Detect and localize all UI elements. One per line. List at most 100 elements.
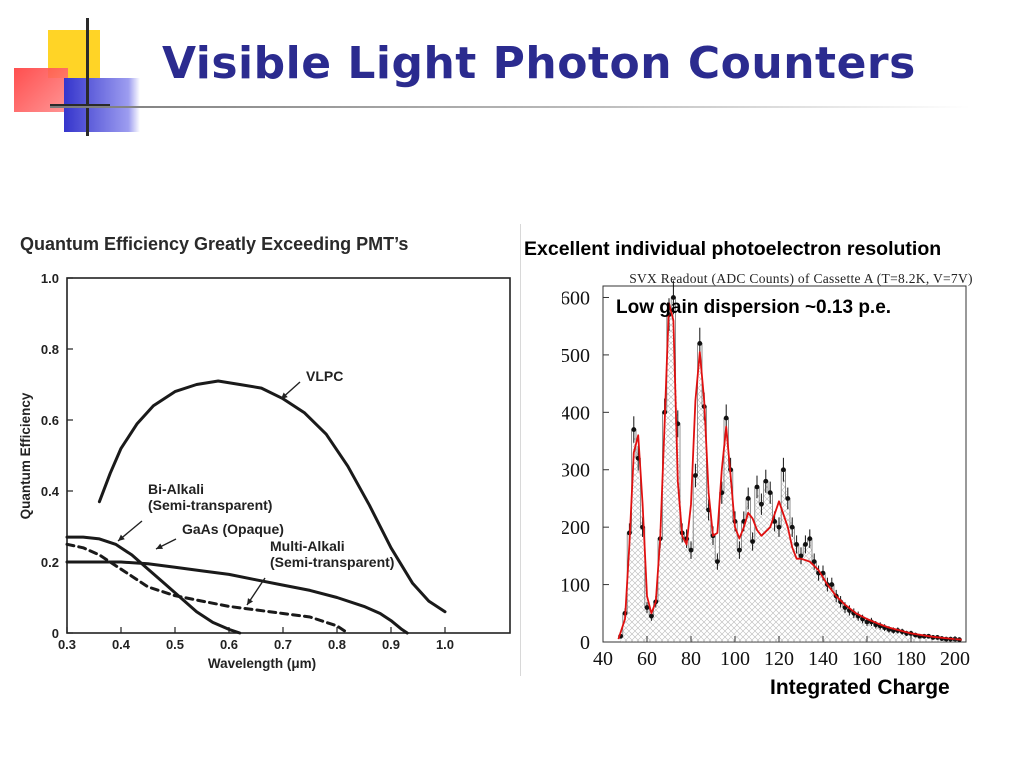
svx-x-tick-label: 200: [940, 648, 970, 670]
svx-data-point: [715, 553, 720, 570]
svx-point-marker: [794, 541, 799, 547]
svx-point-marker: [811, 559, 817, 565]
svx-point-marker: [649, 613, 654, 619]
qe-chart-heading: Quantum Efficiency Greatly Exceeding PMT…: [20, 234, 409, 254]
svx-data-point: [767, 481, 773, 504]
svx-point-marker: [693, 473, 698, 478]
svx-point-marker: [781, 467, 786, 473]
svx-data-point: [798, 547, 804, 565]
qe-label-arrowhead: [281, 392, 288, 399]
qe-series-label: Multi-Alkali: [270, 538, 345, 554]
svx-data-point: [737, 541, 742, 559]
qe-series-label: Bi-Alkali: [148, 481, 204, 497]
svx-data-point: [750, 532, 755, 551]
title-underline: [50, 106, 970, 108]
svx-data-point: [688, 541, 694, 559]
svx-point-marker: [763, 478, 769, 484]
svx-y-tick-label: 100: [560, 575, 590, 597]
svx-point-marker: [789, 524, 795, 530]
qe-x-tick-label: 0.3: [58, 637, 76, 652]
qe-x-tick-label: 0.5: [166, 637, 184, 652]
svx-data-point: [807, 529, 813, 548]
svx-x-tick-label: 160: [852, 648, 882, 670]
qe-plot-frame: [66, 277, 511, 634]
svx-point-marker: [737, 547, 742, 553]
svx-x-tick-label: 60: [637, 648, 657, 670]
qe-series-line-3: [65, 560, 409, 635]
qe-x-tick-label: 0.4: [112, 637, 131, 652]
qe-series-line-1: [65, 535, 242, 635]
qe-series-label: GaAs (Opaque): [182, 521, 284, 537]
svx-data-point: [745, 487, 751, 510]
svx-x-tick-label: 40: [593, 648, 613, 670]
qe-label-arrowhead: [247, 598, 254, 605]
qe-y-tick-label: 0: [52, 626, 59, 641]
integrated-charge-label: Integrated Charge: [770, 676, 950, 699]
svx-data-point: [781, 457, 786, 482]
qe-y-tick-label: 1.0: [41, 271, 59, 286]
qe-y-tick-label: 0.6: [41, 413, 59, 428]
svx-point-marker: [750, 539, 755, 544]
svx-data-point: [794, 535, 799, 554]
deco-horizontal-line: [50, 104, 110, 107]
qe-series-label: (Semi-transparent): [270, 554, 394, 570]
svx-point-marker: [776, 524, 782, 530]
svx-x-tick-label: 180: [896, 648, 926, 670]
svx-point-marker: [697, 341, 703, 346]
panel-divider: [520, 224, 521, 676]
qe-y-axis-label: Quantum Efficiency: [18, 392, 33, 519]
svx-point-marker: [688, 547, 694, 553]
slide-title: Visible Light Photon Counters: [162, 38, 916, 89]
svx-data-point: [671, 280, 676, 315]
qe-x-tick-label: 1.0: [436, 637, 454, 652]
svx-point-marker: [715, 559, 720, 565]
svx-data-point: [644, 602, 650, 613]
svx-data-point: [763, 469, 769, 493]
quantum-efficiency-chart: 0.3 0.4 0.5 0.6 0.7 0.8 0.9 1.0 0 0.2 0.4 0.6 0.8 1.0…: [18, 271, 511, 671]
qe-x-tick-label: 0.6: [220, 637, 238, 652]
svx-y-tick-label: 300: [560, 460, 590, 482]
deco-vertical-line: [86, 18, 89, 136]
qe-label-arrowhead: [156, 543, 163, 549]
qe-series-label: (Semi-transparent): [148, 497, 272, 513]
qe-x-tick-label: 0.9: [382, 637, 400, 652]
svx-y-tick-label: 0: [580, 632, 590, 654]
svx-chart-heading: Excellent individual photoelectron resol…: [524, 238, 942, 260]
svx-point-marker: [798, 553, 804, 559]
svx-fit-curve: [617, 302, 962, 641]
qe-y-tick-label: 0.8: [41, 342, 59, 357]
svx-point-marker: [671, 295, 676, 300]
svx-point-marker: [807, 536, 813, 542]
svx-data-point: [785, 487, 791, 510]
svx-point-marker: [829, 582, 835, 587]
svx-x-tick-label: 120: [764, 648, 794, 670]
qe-y-tick-label: 0.4: [41, 484, 60, 499]
svx-point-marker: [754, 484, 760, 490]
svx-data-point: [776, 517, 782, 537]
qe-y-tick-label: 0.2: [41, 555, 59, 570]
qe-series-label: VLPC: [306, 368, 343, 384]
qe-series-line-0: [97, 379, 447, 614]
qe-label-arrowhead: [118, 534, 125, 541]
svx-readout-chart: 40 60 80 100 120 140 160 180 200 0 100 200 300 400 500…: [560, 271, 973, 670]
svx-data-point: [754, 475, 760, 499]
svx-data-point: [789, 517, 795, 537]
svx-point-marker: [631, 427, 637, 432]
qe-series-line-2: [65, 542, 350, 635]
svx-point-marker: [864, 619, 870, 625]
svx-data-point: [803, 535, 808, 554]
svx-point-marker: [745, 496, 751, 501]
svx-point-marker: [644, 605, 650, 610]
svx-y-tick-label: 200: [560, 517, 590, 539]
svx-point-marker: [759, 501, 764, 507]
svx-data-point: [693, 463, 698, 488]
svx-y-tick-label: 600: [560, 287, 590, 309]
svx-data-point: [631, 416, 637, 443]
qe-x-tick-label: 0.7: [274, 637, 292, 652]
svx-point-marker: [785, 496, 791, 501]
svx-x-tick-label: 140: [808, 648, 838, 670]
svx-y-tick-label: 400: [560, 402, 590, 424]
svx-x-tick-label: 80: [681, 648, 701, 670]
svx-annotation: Low gain dispersion ~0.13 p.e.: [616, 297, 891, 318]
